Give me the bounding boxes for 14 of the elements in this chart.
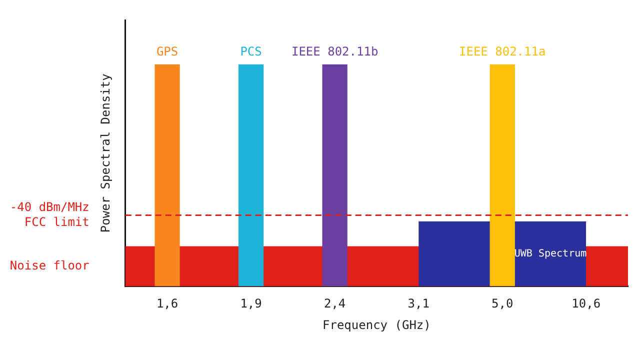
annotation: GPS (156, 44, 178, 58)
x-tick-label: 2,4 (324, 296, 346, 311)
x-tick-label: 1,9 (240, 296, 262, 311)
x-tick-label: 3,1 (408, 296, 430, 311)
annotation: IEEE 802.11b (291, 44, 378, 58)
x-tick-label: 10,6 (572, 296, 601, 311)
x-axis-title: Frequency (GHz) (322, 318, 431, 332)
ref-line-label: -40 dBm/MHz FCC limit (10, 200, 90, 229)
y-axis-title: Power Spectral Density (98, 74, 112, 233)
x-tick-label: 5,0 (492, 296, 514, 311)
annotation: PCS (240, 44, 262, 58)
x-tick-label: 1,6 (156, 296, 178, 311)
band-label: Noise floor (10, 258, 90, 272)
annotation: IEEE 802.11a (459, 44, 546, 58)
